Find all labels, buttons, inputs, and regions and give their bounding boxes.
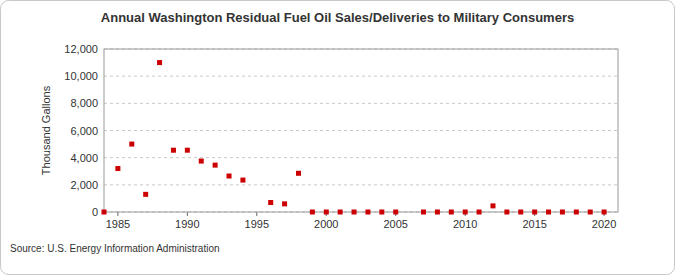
- point: [296, 171, 301, 176]
- point: [463, 210, 468, 215]
- x-tick-label: 2005: [383, 218, 407, 230]
- chart-border: [1, 1, 675, 275]
- y-tick-label: 0: [92, 206, 98, 218]
- point: [282, 201, 287, 206]
- grid-line: [104, 130, 618, 131]
- point: [310, 210, 315, 215]
- y-axis-label: Thousand Gallons: [40, 85, 52, 175]
- point: [199, 159, 204, 164]
- point: [143, 192, 148, 197]
- grid-line: [104, 103, 618, 104]
- point: [546, 210, 551, 215]
- point: [435, 210, 440, 215]
- x-tick-label: 2020: [592, 218, 616, 230]
- x-tick-label: 1995: [245, 218, 269, 230]
- point: [365, 210, 370, 215]
- point: [602, 210, 607, 215]
- x-tick: [256, 212, 257, 216]
- point: [393, 210, 398, 215]
- point: [157, 60, 162, 65]
- x-tick-label: 1990: [175, 218, 199, 230]
- point: [574, 210, 579, 215]
- plot-frame: [104, 49, 618, 212]
- point: [449, 210, 454, 215]
- y-tick-label: 4,000: [70, 152, 98, 164]
- point: [490, 203, 495, 208]
- x-tick-label: 2015: [522, 218, 546, 230]
- chart: Annual Washington Residual Fuel Oil Sale…: [0, 0, 675, 275]
- point: [477, 210, 482, 215]
- point: [129, 142, 134, 147]
- point: [504, 210, 509, 215]
- grid-line: [104, 76, 618, 77]
- y-tick-label: 2,000: [70, 179, 98, 191]
- point: [338, 210, 343, 215]
- point: [115, 166, 120, 171]
- point: [102, 210, 107, 215]
- point: [185, 148, 190, 153]
- point: [213, 163, 218, 168]
- grid-line: [104, 157, 618, 158]
- x-tick-label: 2000: [314, 218, 338, 230]
- source-note: Source: U.S. Energy Information Administ…: [10, 243, 220, 254]
- title: Annual Washington Residual Fuel Oil Sale…: [101, 10, 574, 25]
- point: [560, 210, 565, 215]
- point: [324, 210, 329, 215]
- point: [227, 174, 232, 179]
- y-tick-label: 12,000: [64, 43, 98, 55]
- x-tick: [187, 212, 188, 216]
- points: [102, 60, 607, 214]
- y-tick-label: 10,000: [64, 70, 98, 82]
- grid-line: [104, 184, 618, 185]
- point: [379, 210, 384, 215]
- x-tick-label: 1985: [106, 218, 130, 230]
- point: [588, 210, 593, 215]
- x-tick-label: 2010: [453, 218, 477, 230]
- point: [240, 178, 245, 183]
- point: [352, 210, 357, 215]
- y-tick-label: 6,000: [70, 125, 98, 137]
- point: [532, 210, 537, 215]
- y-tick-label: 8,000: [70, 97, 98, 109]
- point: [268, 200, 273, 205]
- point: [518, 210, 523, 215]
- point: [421, 210, 426, 215]
- x-tick: [117, 212, 118, 216]
- point: [171, 148, 176, 153]
